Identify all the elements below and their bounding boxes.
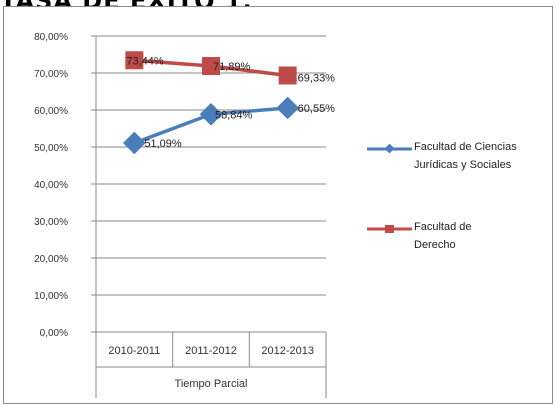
- data-label: 71,89%: [213, 61, 251, 73]
- y-tick-label: 30,00%: [34, 217, 68, 228]
- y-tick-label: 50,00%: [34, 143, 68, 154]
- legend-swatch-blue: [367, 144, 412, 154]
- x-tick-label: 2012-2013: [261, 345, 314, 357]
- data-point-square: [202, 57, 220, 76]
- legend-swatch-red: [367, 225, 412, 233]
- data-label: 69,33%: [298, 72, 336, 84]
- y-tick-label: 10,00%: [34, 291, 68, 302]
- y-tick-label: 40,00%: [34, 180, 68, 191]
- y-tick-label: 60,00%: [34, 106, 68, 117]
- data-label: 60,55%: [298, 103, 336, 115]
- legend-label: Facultad de Derecho: [414, 221, 472, 251]
- data-label: 73,44%: [126, 55, 164, 67]
- x-tick-label: 2010-2011: [108, 345, 160, 357]
- x-axis-title: Tiempo Parcial: [175, 378, 248, 390]
- data-point-diamond: [199, 102, 223, 126]
- y-tick-label: 80,00%: [34, 32, 68, 43]
- chart-area: [3, 6, 553, 404]
- legend-label: Facultad de Ciencias Jurídicas y Sociale…: [414, 141, 517, 171]
- data-point-diamond: [276, 96, 299, 120]
- legend: Facultad de Ciencias Jurídicas y Sociale…: [367, 138, 552, 251]
- legend-item-ciencias-juridicas: Facultad de Ciencias Jurídicas y Sociale…: [367, 138, 552, 198]
- data-label: 58,84%: [215, 109, 253, 121]
- data-point-square: [278, 66, 297, 85]
- data-point-square: [125, 51, 144, 70]
- y-tick-label: 70,00%: [34, 69, 68, 80]
- data-point-diamond: [123, 131, 146, 155]
- data-label: 51,09%: [144, 138, 182, 150]
- x-tick-label: 2011-2012: [185, 345, 237, 357]
- y-tick-label: 0,00%: [40, 328, 68, 339]
- y-tick-label: 20,00%: [34, 254, 68, 265]
